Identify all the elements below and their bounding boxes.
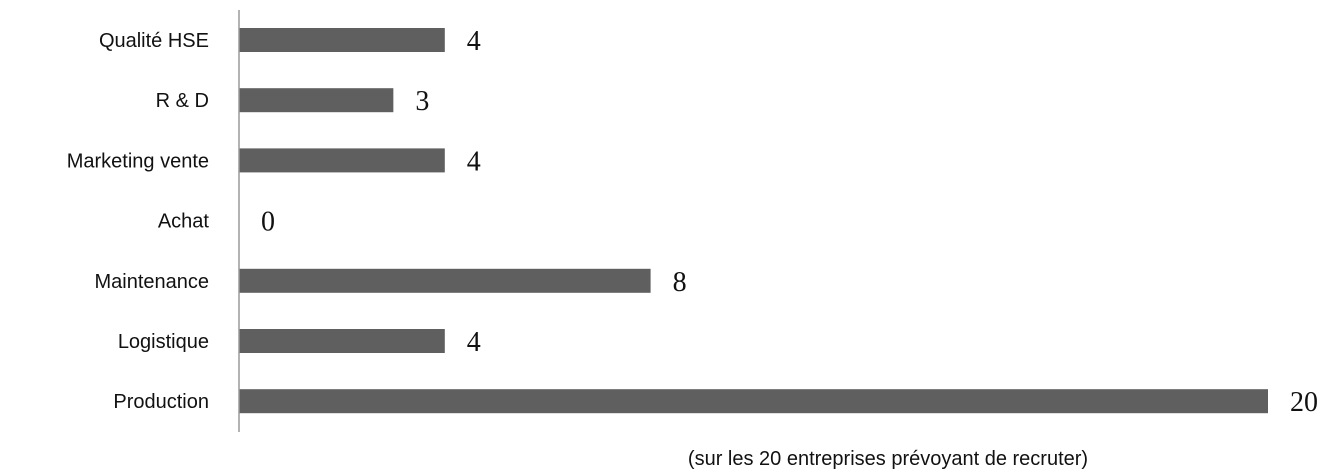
category-label: Logistique: [118, 331, 209, 353]
value-labels: 4 3 4 0 8 4 20: [261, 26, 1318, 418]
bar-1: [239, 28, 445, 52]
value-label: 8: [673, 267, 687, 298]
bars-group: [239, 28, 1268, 414]
bar-7: [239, 389, 1268, 414]
value-label: 4: [467, 146, 481, 177]
value-label: 3: [415, 86, 429, 117]
value-label: 0: [261, 207, 275, 238]
category-label: Maintenance: [94, 271, 209, 293]
category-label: Marketing vente: [67, 150, 209, 172]
category-label: Achat: [158, 211, 210, 233]
bar-3: [239, 148, 445, 173]
bar-2: [239, 88, 394, 113]
value-label: 4: [467, 327, 481, 358]
category-label: Production: [113, 391, 209, 413]
bar-6: [239, 329, 445, 353]
category-label: R & D: [156, 90, 209, 112]
value-label: 4: [467, 26, 481, 57]
category-label: Qualité HSE: [99, 30, 209, 52]
value-label: 20: [1290, 387, 1318, 418]
category-labels: Qualité HSE R & D Marketing vente Achat Main…: [67, 30, 210, 413]
bar-5: [239, 268, 651, 293]
chart-annotation: (sur les 20 entreprises prévoyant de rec…: [688, 448, 1088, 470]
